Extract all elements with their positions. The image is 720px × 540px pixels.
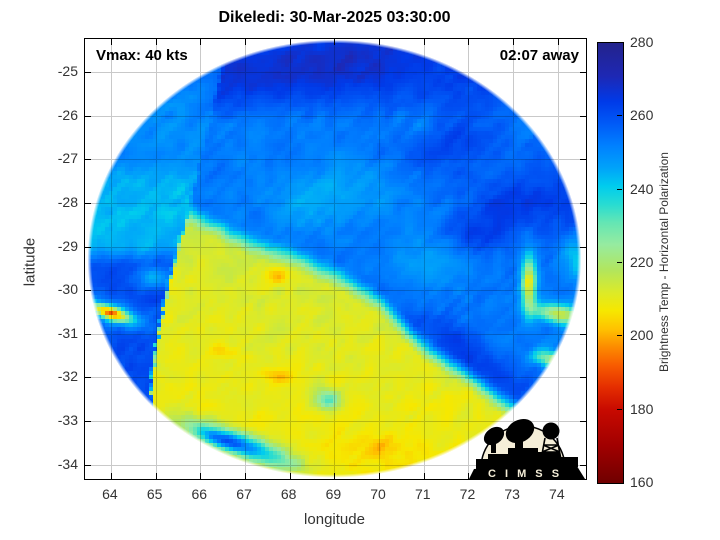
y-tick-label: -34 xyxy=(57,455,78,472)
colorbar-tick xyxy=(617,115,622,117)
y-tick-label: -33 xyxy=(57,412,78,428)
cimss-logo-text: C I M S S xyxy=(488,468,562,479)
colorbar-tick xyxy=(617,408,622,410)
plot-area: Vmax: 40 kts 02:07 away C I M S S xyxy=(84,38,587,480)
colorbar-tick xyxy=(617,262,622,263)
x-tick-label: 69 xyxy=(325,486,342,502)
dish-pedestal xyxy=(515,439,523,453)
colorbar-tick-label: 220 xyxy=(630,254,654,270)
x-tick-label: 64 xyxy=(102,486,118,502)
colorbar-tick-label: 160 xyxy=(630,474,654,490)
y-tick-label: -27 xyxy=(57,150,78,167)
colorbar-tick xyxy=(617,335,622,337)
colorbar-tick xyxy=(617,188,622,190)
colorbar-axis-label: Brightness Temp - Horizontal Polarizatio… xyxy=(657,152,671,372)
chart-title: Dikeledi: 30-Mar-2025 03:30:00 xyxy=(218,9,451,26)
colorbar xyxy=(597,42,624,484)
axis-ticks xyxy=(85,39,586,479)
colorbar-tick-label: 260 xyxy=(630,107,654,124)
vmax-annotation: Vmax: 40 kts xyxy=(96,47,188,64)
eta-annotation: 02:07 away xyxy=(499,47,579,64)
x-tick-label: 73 xyxy=(504,486,520,502)
x-tick-label: 71 xyxy=(414,486,431,502)
x-tick-label: 65 xyxy=(146,486,163,502)
y-tick-label: -31 xyxy=(57,324,78,341)
water-tower-ball-icon xyxy=(542,422,560,440)
x-axis-label: longitude xyxy=(304,511,365,528)
x-tick-label: 72 xyxy=(459,486,476,502)
y-tick-label: -25 xyxy=(57,63,78,80)
satellite-dish-icon xyxy=(505,419,535,443)
grid-lines xyxy=(85,39,586,479)
x-tick-label: 74 xyxy=(549,486,565,502)
cimss-banner xyxy=(469,463,585,479)
y-tick-label: -28 xyxy=(57,193,78,210)
cimss-logo: C I M S S xyxy=(469,419,585,479)
colorbar-tick-label: 240 xyxy=(630,180,654,197)
x-tick-label: 68 xyxy=(280,486,297,502)
y-tick-label: -30 xyxy=(57,281,78,298)
dish-pedestal-small xyxy=(491,442,496,453)
y-axis-label: latitude xyxy=(21,237,39,287)
x-tick-label: 70 xyxy=(370,486,386,502)
y-tick-label: -32 xyxy=(57,368,78,385)
colorbar-tick-label: 180 xyxy=(630,400,654,417)
satellite-dish-small-icon xyxy=(483,426,505,446)
y-tick-label: -29 xyxy=(57,237,78,254)
colorbar-tick-label: 200 xyxy=(630,327,654,344)
y-tick-label: -26 xyxy=(57,106,78,123)
x-tick-label: 66 xyxy=(191,486,208,502)
colorbar-tick-label: 280 xyxy=(630,34,654,50)
x-tick-label: 67 xyxy=(236,486,252,502)
brightness-temp-heatmap xyxy=(85,39,586,479)
